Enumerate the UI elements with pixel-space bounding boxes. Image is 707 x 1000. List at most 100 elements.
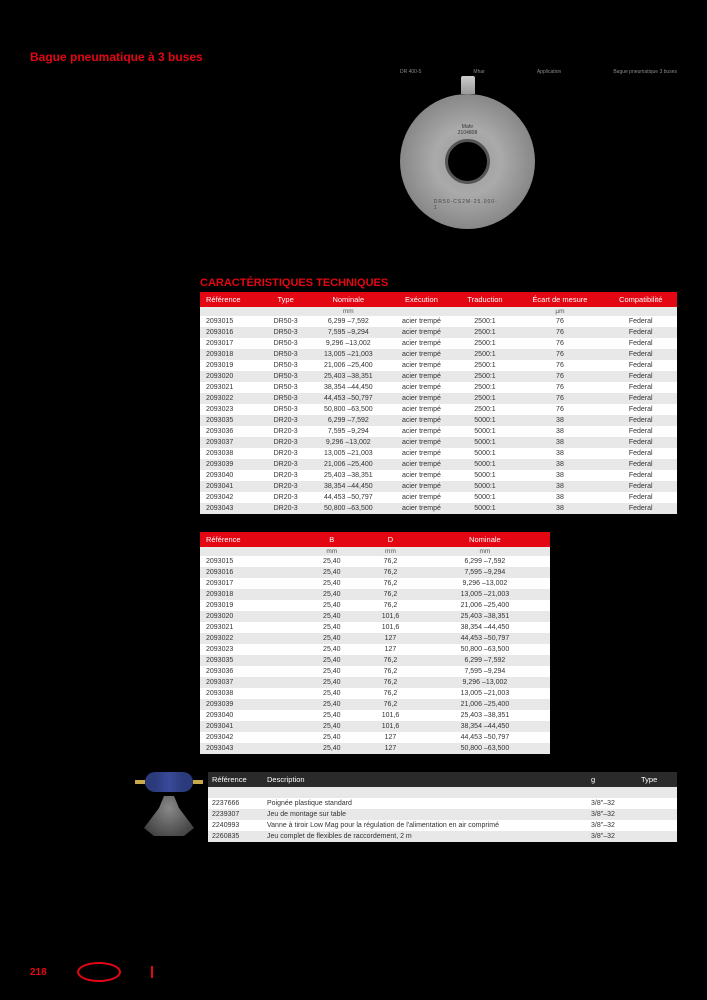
table-cell: 2093042 [200, 732, 302, 743]
table-cell: Federal [604, 415, 677, 426]
table-cell: 2093039 [200, 699, 302, 710]
col-header: B [302, 532, 361, 547]
table-cell: 25,403 –38,351 [420, 710, 550, 721]
table-row: 2093021DR50-338,354 –44,450acier trempé2… [200, 382, 677, 393]
table-cell: 25,40 [302, 578, 361, 589]
table-cell: 76 [515, 404, 604, 415]
unit-cell [200, 307, 263, 316]
table-cell: acier trempé [388, 393, 454, 404]
table-cell: 7,595 –9,294 [420, 666, 550, 677]
table-cell: 5000:1 [455, 481, 516, 492]
table-row: 209303925,4076,221,006 –25,400 [200, 699, 550, 710]
table-cell: 3/8"–32 [587, 831, 637, 842]
table-cell: 44,453 –50,797 [420, 633, 550, 644]
table-cell: 25,40 [302, 644, 361, 655]
table-cell: 2093041 [200, 481, 263, 492]
table-cell: DR50-3 [263, 338, 308, 349]
table-cell: 2093015 [200, 316, 263, 327]
table-cell: 2093042 [200, 492, 263, 503]
table-row: 2093036DR20-37,595 –9,294acier trempé500… [200, 426, 677, 437]
unit-cell: mm [302, 547, 361, 556]
table-cell: 2500:1 [455, 349, 516, 360]
table-cell: 76,2 [361, 556, 420, 567]
page-number: 218 [30, 967, 47, 978]
meta-code: DR 400-5 [400, 69, 421, 75]
table-cell: acier trempé [388, 503, 454, 514]
table-cell: 25,40 [302, 666, 361, 677]
table-cell: 2093036 [200, 666, 302, 677]
table-cell: 76,2 [361, 677, 420, 688]
table-cell: DR20-3 [263, 426, 308, 437]
table-row: 209302325,4012750,800 –63,500 [200, 644, 550, 655]
table-cell: 7,595 –9,294 [308, 327, 388, 338]
unit-cell: mm [308, 307, 388, 316]
table-cell: Federal [604, 437, 677, 448]
table-cell: 2093020 [200, 611, 302, 622]
table-cell: 2500:1 [455, 404, 516, 415]
col-header: Référence [200, 292, 263, 307]
ring-bore [445, 139, 490, 184]
table-cell: 2093037 [200, 437, 263, 448]
table-cell: 2093016 [200, 567, 302, 578]
table-row: 209304225,4012744,453 –50,797 [200, 732, 550, 743]
table-cell: 2093015 [200, 556, 302, 567]
table-cell: 5000:1 [455, 459, 516, 470]
table-cell: 2093019 [200, 600, 302, 611]
table-cell: 25,40 [302, 655, 361, 666]
table-cell: 2093035 [200, 655, 302, 666]
table-cell: 2093035 [200, 415, 263, 426]
unit-cell [200, 547, 302, 556]
accessories-table: RéférenceDescriptiongType 2237666Poignée… [208, 772, 677, 842]
table-cell: 25,40 [302, 556, 361, 567]
table-row: 2093043DR20-350,800 –63,500acier trempé5… [200, 503, 677, 514]
table-cell: acier trempé [388, 404, 454, 415]
table-cell: 2093043 [200, 503, 263, 514]
table-cell: 21,006 –25,400 [420, 600, 550, 611]
table-cell: Federal [604, 316, 677, 327]
table-row: 209303625,4076,27,595 –9,294 [200, 666, 550, 677]
table-cell: 76,2 [361, 589, 420, 600]
table-cell: acier trempé [388, 415, 454, 426]
unit-cell [604, 307, 677, 316]
section-heading: CARACTÉRISTIQUES TECHNIQUES [200, 277, 677, 289]
table-row: 2093016DR50-37,595 –9,294acier trempé250… [200, 327, 677, 338]
table-cell: 2500:1 [455, 371, 516, 382]
table-cell: 38 [515, 426, 604, 437]
table-cell: acier trempé [388, 360, 454, 371]
table-cell: acier trempé [388, 382, 454, 393]
meta-c2: Application [537, 69, 561, 75]
table-cell: DR50-3 [263, 327, 308, 338]
table-cell: 25,40 [302, 600, 361, 611]
table-cell: 76 [515, 349, 604, 360]
table-cell: Federal [604, 382, 677, 393]
table-cell: 76 [515, 316, 604, 327]
table-cell: Jeu de montage sur table [263, 809, 587, 820]
table-cell: 76 [515, 382, 604, 393]
col-header: Nominale [308, 292, 388, 307]
table-cell: 76,2 [361, 666, 420, 677]
table-cell: 3/8"–32 [587, 809, 637, 820]
table-row: 209301925,4076,221,006 –25,400 [200, 600, 550, 611]
table-cell: 2093041 [200, 721, 302, 732]
col-header: Description [263, 772, 587, 787]
col-header: Écart de mesure [515, 292, 604, 307]
table-cell: 101,6 [361, 622, 420, 633]
table-row: 2093019DR50-321,006 –25,400acier trempé2… [200, 360, 677, 371]
table-cell: 101,6 [361, 611, 420, 622]
ring-brand: Mahr 2104808 [458, 124, 477, 136]
table-cell: 2093019 [200, 360, 263, 371]
table-row: 2093038DR20-313,005 –21,003acier trempé5… [200, 448, 677, 459]
table-cell: 2093038 [200, 688, 302, 699]
table-cell: 25,40 [302, 710, 361, 721]
table-cell: 7,595 –9,294 [420, 567, 550, 578]
table-cell: 101,6 [361, 721, 420, 732]
table-row: 2093042DR20-344,453 –50,797acier trempé5… [200, 492, 677, 503]
table-cell: 2500:1 [455, 360, 516, 371]
table-cell: 76 [515, 360, 604, 371]
table-cell: 76 [515, 327, 604, 338]
table-cell: Jeu complet de flexibles de raccordement… [263, 831, 587, 842]
table-cell: 2093023 [200, 644, 302, 655]
table-cell: Federal [604, 404, 677, 415]
table-row: 2239307Jeu de montage sur table3/8"–32 [208, 809, 677, 820]
table-cell: 50,800 –63,500 [308, 404, 388, 415]
